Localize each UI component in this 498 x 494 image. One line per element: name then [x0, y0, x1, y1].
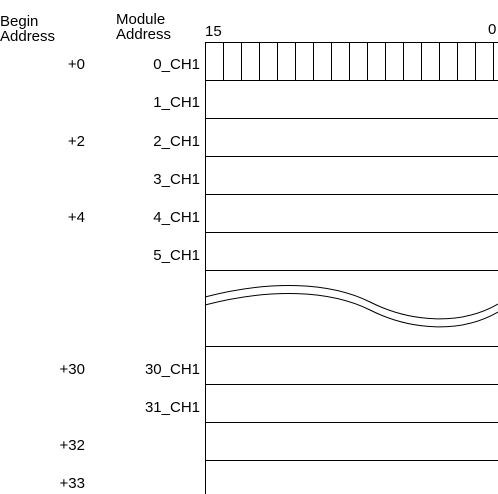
module-header-line1: Module	[116, 11, 166, 28]
module-address-header: Module Address	[116, 12, 171, 42]
module-address-3: 3_CH1	[153, 171, 200, 188]
module-address-2: 2_CH1	[153, 133, 200, 150]
module-header-line2: Address	[116, 26, 172, 43]
begin-address-0: +0	[67, 56, 85, 73]
module-address-30: 30_CH1	[144, 361, 200, 378]
begin-address-header: Begin Address	[0, 14, 55, 44]
begin-address-33: +33	[59, 475, 85, 492]
omission-break-symbol	[204, 285, 498, 328]
module-address-4: 4_CH1	[153, 209, 200, 226]
bit-cells	[223, 42, 494, 80]
module-address-31: 31_CH1	[144, 399, 200, 416]
module-address-5: 5_CH1	[153, 247, 200, 264]
begin-header-line2: Address	[0, 28, 56, 45]
begin-address-4: +4	[67, 209, 85, 226]
begin-address-30: +30	[59, 361, 85, 378]
row-separators	[205, 80, 498, 461]
bit-low-label: 0	[488, 21, 497, 38]
module-address-1: 1_CH1	[153, 94, 200, 111]
bit-high-label: 15	[205, 23, 222, 40]
module-address-0: 0_CH1	[153, 56, 200, 73]
begin-header-line1: Begin	[0, 13, 39, 30]
begin-address-32: +32	[59, 437, 85, 454]
begin-address-2: +2	[67, 133, 85, 150]
